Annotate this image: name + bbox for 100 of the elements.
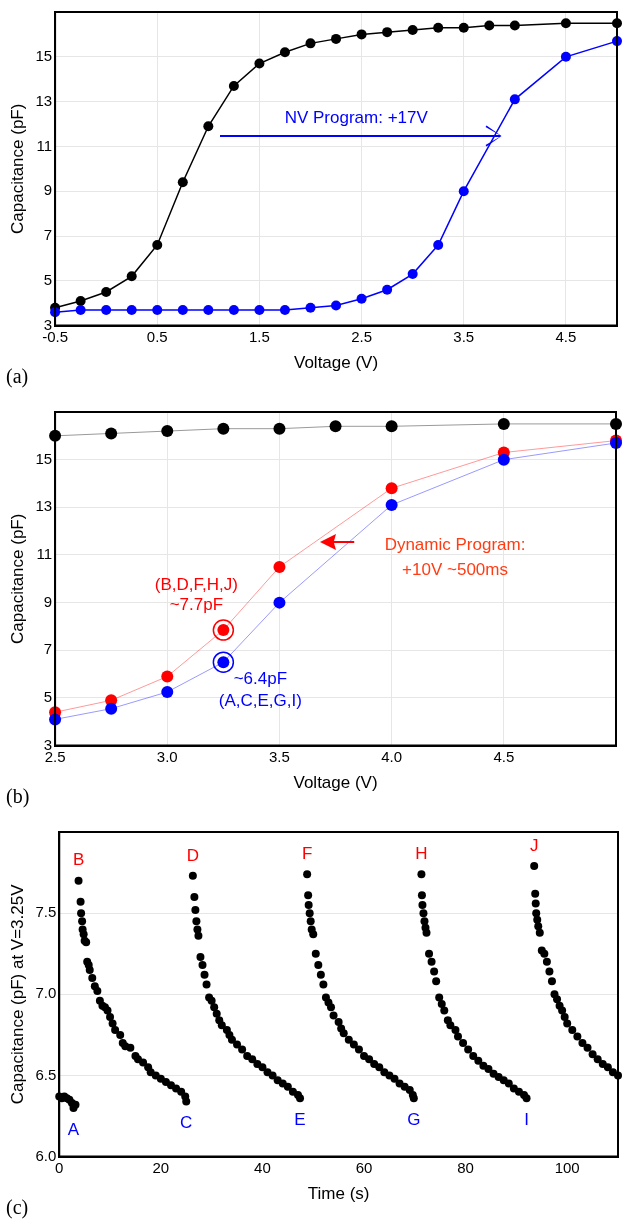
y-tick-label: 7 [43,226,53,244]
annotation: G [407,1109,421,1129]
point [331,300,342,311]
x-axis-title: Time (s) [307,1184,370,1204]
point [385,482,398,495]
point [228,304,239,315]
point [305,38,316,49]
point [177,177,188,188]
y-tick-label: 13 [35,497,53,515]
y-tick-label: 7.5 [35,903,57,921]
point [126,271,137,282]
annotation: D [186,845,199,865]
point [203,304,214,315]
point [177,304,188,315]
point [385,498,398,511]
y-axis-title: Capacitance (pF) at V=3.25V [7,883,27,1105]
point [382,27,393,38]
y-tick-label: 15 [35,449,53,467]
point [331,33,342,44]
x-tick-label: 0.5 [146,327,168,345]
point [458,22,469,33]
x-tick-label: 80 [457,1158,474,1176]
x-tick-label: 3.5 [269,747,290,765]
point [560,51,571,62]
x-tick-label: 3.5 [453,327,475,345]
point [509,20,520,31]
point [433,239,444,250]
annotation: C [180,1113,193,1133]
point [217,422,230,435]
point [254,304,265,315]
x-axis-title: Voltage (V) [293,353,379,373]
annotation: J [529,835,539,855]
point [105,702,118,715]
annotation: I [524,1109,529,1129]
point [254,58,265,69]
point [305,302,316,313]
point [126,304,137,315]
x-tick-label: 40 [254,1158,271,1176]
point [161,425,174,438]
x-tick-label: 4.5 [493,747,515,765]
y-axis-title: Capacitance (pF) [7,513,27,644]
point [161,685,174,698]
y-tick-label: 6.5 [35,1065,57,1083]
point [101,304,112,315]
point [329,420,342,433]
x-tick-label: 0 [55,1158,64,1176]
point [101,287,112,297]
annotation: Dynamic Program: +10V ~500ms [384,535,526,579]
y-tick-label: 9 [43,181,53,199]
point [407,269,418,280]
annotation: ~6.4pF (A,C,E,G,I) [218,668,302,710]
point [273,560,286,573]
x-tick-label: 100 [554,1158,580,1176]
point [433,22,444,33]
y-tick-label: 11 [36,545,53,563]
point [509,94,520,105]
y-tick-label: 7.0 [35,984,57,1002]
y-tick-label: 13 [35,91,53,109]
point [279,304,290,315]
y-tick-label: 5 [43,270,53,288]
point [279,47,290,58]
point [203,121,214,132]
point [273,422,286,435]
point [273,596,286,609]
y-tick-label: 5 [43,688,53,706]
point [382,284,393,295]
point [560,18,571,29]
y-axis-title: Capacitance (pF) [7,103,27,234]
point [484,20,495,31]
x-tick-label: 3.0 [156,747,178,765]
annotation: B [72,850,85,870]
annotation: H [415,843,428,863]
x-tick-label: 60 [355,1158,373,1176]
annotation: E [294,1109,306,1129]
point [356,29,367,40]
annotation: A [67,1119,80,1139]
point [75,295,86,306]
x-tick-label: 2.5 [351,327,373,345]
point [161,670,174,683]
text: (c) [6,1196,29,1220]
point [407,24,418,35]
point [458,186,469,197]
annotation: NV Program: +17V [284,107,429,127]
x-axis-title: Voltage (V) [293,773,378,793]
point [497,453,510,466]
x-tick-label: 1.5 [248,327,270,345]
point [152,304,163,315]
x-tick-label: 4.0 [381,747,403,765]
point [105,427,118,440]
annotation: (B,D,F,H,J) ~7.7pF [154,574,238,614]
y-tick-label: 9 [43,592,53,610]
y-tick-label: 6.0 [35,1146,57,1164]
x-tick-label: 4.5 [555,327,577,345]
y-tick-label: 15 [35,46,53,64]
point [152,239,163,250]
point [356,293,367,304]
text: (b) [6,785,30,809]
annotation: F [301,843,313,863]
y-tick-label: 7 [43,640,53,658]
x-tick-label: 20 [152,1158,170,1176]
